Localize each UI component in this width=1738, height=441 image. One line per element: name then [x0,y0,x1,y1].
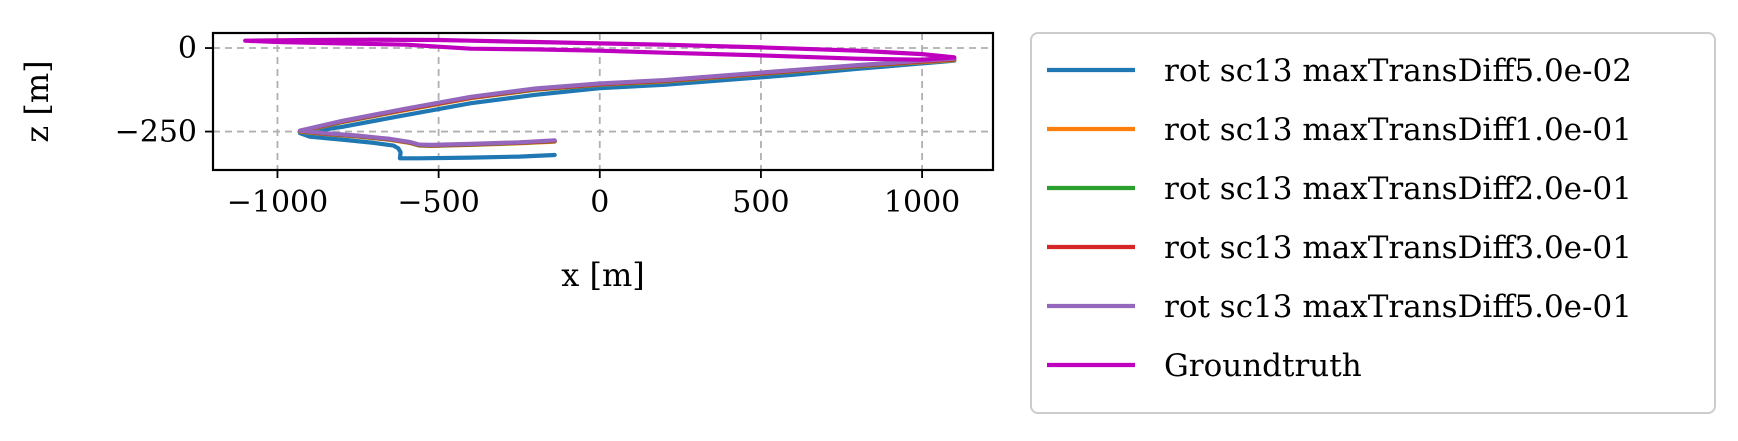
legend-item: Groundtruth [1047,348,1362,384]
legend: rot sc13 maxTransDiff5.0e-02 rot sc13 max… [1030,32,1716,414]
plot-frame [211,31,995,172]
y-axis-ticks: 0 −250 [115,31,213,150]
y-tick-label: 0 [178,31,197,66]
legend-label: rot sc13 maxTransDiff3.0e-01 [1164,230,1632,266]
x-tick-label: 500 [732,185,789,220]
legend-label: rot sc13 maxTransDiff5.0e-02 [1164,53,1632,89]
series-line-5 [297,56,957,147]
x-tick-label: −1000 [227,185,328,220]
series-lines [243,37,957,161]
x-axis-label: x [m] [561,256,645,294]
legend-item: rot sc13 maxTransDiff3.0e-01 [1047,230,1632,266]
x-tick-label: −500 [397,185,479,220]
legend-label: Groundtruth [1164,348,1362,384]
legend-item: rot sc13 maxTransDiff2.0e-01 [1047,171,1632,207]
series-line-3 [297,57,957,148]
legend-label: rot sc13 maxTransDiff1.0e-01 [1164,112,1632,148]
x-tick-label: 1000 [884,185,960,220]
y-axis-label: z [m] [18,60,56,142]
legend-label: rot sc13 maxTransDiff5.0e-01 [1164,289,1632,325]
legend-item: rot sc13 maxTransDiff5.0e-01 [1047,289,1632,325]
legend-item: rot sc13 maxTransDiff1.0e-01 [1047,112,1632,148]
series-line-6 [243,37,957,62]
x-tick-label: 0 [590,185,609,220]
legend-label: rot sc13 maxTransDiff2.0e-01 [1164,171,1632,207]
y-tick-label: −250 [115,115,197,150]
legend-frame [1030,32,1716,414]
series-line-2 [297,57,957,148]
legend-item: rot sc13 maxTransDiff5.0e-02 [1047,53,1632,89]
x-axis-ticks: −1000 −500 0 500 1000 [227,170,960,220]
